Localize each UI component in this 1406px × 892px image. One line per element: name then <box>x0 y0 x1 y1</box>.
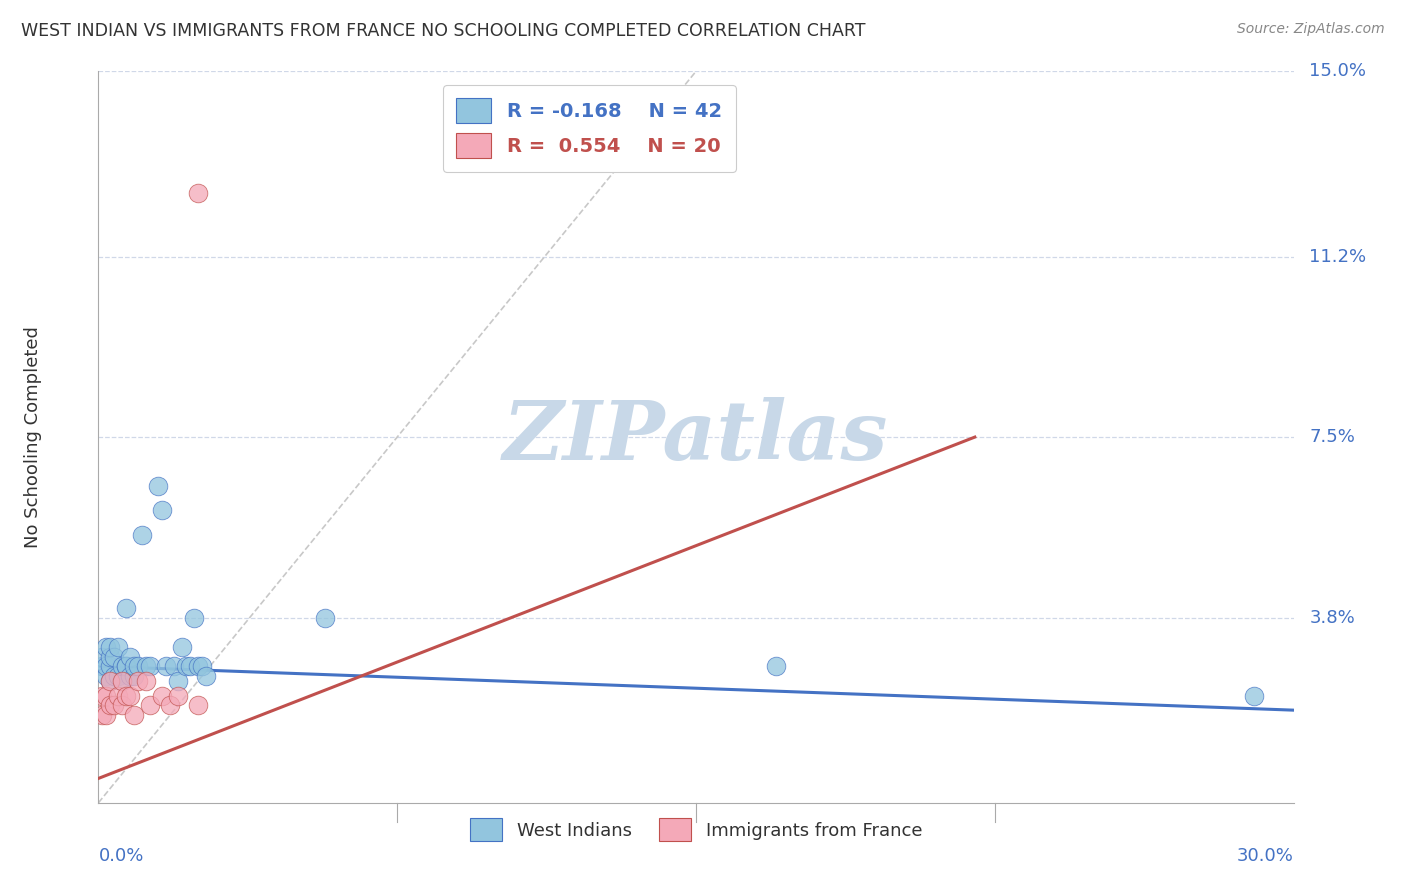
Text: No Schooling Completed: No Schooling Completed <box>24 326 42 548</box>
Point <box>107 669 129 683</box>
Text: 3.8%: 3.8% <box>1309 608 1355 626</box>
Point <box>139 698 162 713</box>
Point <box>765 659 787 673</box>
Point <box>96 708 118 723</box>
Point <box>111 659 134 673</box>
Point <box>120 649 142 664</box>
Text: 0.0%: 0.0% <box>98 847 143 864</box>
Point <box>187 698 209 713</box>
Point <box>135 673 157 688</box>
Point <box>91 659 114 673</box>
Point <box>103 649 125 664</box>
Point <box>124 708 146 723</box>
Point <box>111 673 134 688</box>
Point <box>155 659 177 673</box>
Point <box>195 669 218 683</box>
Point <box>127 673 149 688</box>
Point <box>115 659 138 673</box>
Point <box>96 689 118 703</box>
Point <box>167 689 190 703</box>
Point <box>120 669 142 683</box>
Point <box>150 689 173 703</box>
Point <box>131 527 153 541</box>
Point <box>98 673 122 688</box>
Point <box>163 659 186 673</box>
Point <box>135 659 157 673</box>
Text: Source: ZipAtlas.com: Source: ZipAtlas.com <box>1237 22 1385 37</box>
Point <box>315 610 337 624</box>
Text: ZIPatlas: ZIPatlas <box>503 397 889 477</box>
Point <box>96 659 118 673</box>
Point <box>148 479 170 493</box>
Point <box>98 673 122 688</box>
Point <box>96 640 118 654</box>
Point <box>191 659 214 673</box>
Point <box>159 698 181 713</box>
Point <box>98 649 122 664</box>
Legend: West Indians, Immigrants from France: West Indians, Immigrants from France <box>463 811 929 848</box>
Text: WEST INDIAN VS IMMIGRANTS FROM FRANCE NO SCHOOLING COMPLETED CORRELATION CHART: WEST INDIAN VS IMMIGRANTS FROM FRANCE NO… <box>21 22 866 40</box>
Text: 11.2%: 11.2% <box>1309 248 1367 266</box>
Point <box>187 186 209 201</box>
Point <box>111 673 134 688</box>
Point <box>98 698 122 713</box>
Point <box>96 669 118 683</box>
Point <box>174 659 197 673</box>
Point <box>172 640 194 654</box>
Point <box>115 689 138 703</box>
Point <box>187 659 209 673</box>
Point <box>115 659 138 673</box>
Point <box>107 640 129 654</box>
Point <box>103 698 125 713</box>
Point <box>91 649 114 664</box>
Point <box>98 659 122 673</box>
Text: 30.0%: 30.0% <box>1237 847 1294 864</box>
Point <box>150 503 173 517</box>
Point <box>127 659 149 673</box>
Point <box>91 708 114 723</box>
Point <box>1243 689 1265 703</box>
Text: 15.0%: 15.0% <box>1309 62 1367 80</box>
Point <box>91 689 114 703</box>
Point <box>139 659 162 673</box>
Point <box>120 689 142 703</box>
Text: 7.5%: 7.5% <box>1309 428 1355 446</box>
Point <box>98 640 122 654</box>
Point <box>103 669 125 683</box>
Point <box>124 659 146 673</box>
Point <box>111 698 134 713</box>
Point <box>107 689 129 703</box>
Point <box>179 659 201 673</box>
Point <box>183 610 205 624</box>
Point <box>124 669 146 683</box>
Point <box>167 673 190 688</box>
Point <box>115 600 138 615</box>
